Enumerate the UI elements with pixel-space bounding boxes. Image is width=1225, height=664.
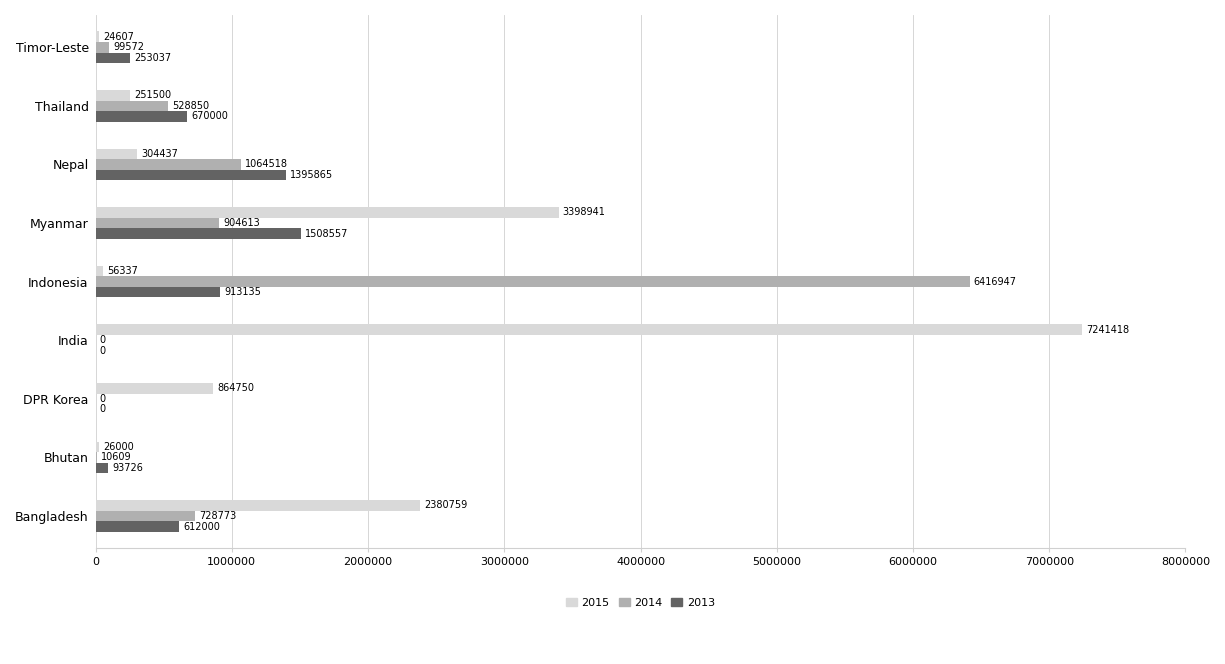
Text: 0: 0 (99, 335, 105, 345)
Text: 670000: 670000 (191, 112, 228, 122)
Text: 7241418: 7241418 (1087, 325, 1129, 335)
Text: 0: 0 (99, 404, 105, 414)
Bar (96, 276, 970, 287)
Bar (96, 287, 220, 297)
Bar (96, 111, 187, 122)
Text: 864750: 864750 (218, 383, 255, 393)
Text: 10609: 10609 (102, 452, 132, 462)
Bar (96, 511, 195, 521)
Bar (96, 521, 179, 532)
Text: 253037: 253037 (134, 52, 172, 63)
Text: 93726: 93726 (113, 463, 143, 473)
Text: 0: 0 (99, 346, 105, 356)
Bar (96, 159, 240, 170)
Bar (96, 100, 168, 111)
Bar (96, 31, 99, 42)
Bar (96, 383, 213, 394)
Text: 99572: 99572 (113, 42, 145, 52)
Text: 1064518: 1064518 (245, 159, 288, 169)
Text: 6416947: 6416947 (974, 277, 1017, 287)
Text: 0: 0 (99, 394, 105, 404)
Bar (96, 207, 559, 218)
Text: 913135: 913135 (224, 287, 261, 297)
Bar (96, 170, 285, 180)
Bar (96, 228, 301, 239)
Text: 612000: 612000 (183, 521, 220, 532)
Legend: 2015, 2014, 2013: 2015, 2014, 2013 (561, 593, 719, 612)
Text: 904613: 904613 (223, 218, 260, 228)
Text: 728773: 728773 (198, 511, 236, 521)
Bar (96, 452, 97, 463)
Text: 24607: 24607 (103, 32, 134, 42)
Bar (96, 325, 1082, 335)
Text: 251500: 251500 (134, 90, 172, 100)
Bar (96, 149, 137, 159)
Bar (96, 442, 99, 452)
Bar (96, 463, 108, 473)
Bar (96, 52, 130, 63)
Text: 528850: 528850 (172, 101, 208, 111)
Text: 304437: 304437 (141, 149, 178, 159)
Text: 1508557: 1508557 (305, 228, 349, 238)
Bar (96, 42, 109, 52)
Text: 3398941: 3398941 (562, 207, 605, 218)
Bar (96, 500, 420, 511)
Text: 2380759: 2380759 (424, 501, 467, 511)
Text: 1395865: 1395865 (290, 170, 333, 180)
Bar (96, 266, 103, 276)
Bar (96, 218, 219, 228)
Bar (96, 90, 130, 100)
Text: 56337: 56337 (108, 266, 138, 276)
Text: 26000: 26000 (103, 442, 134, 452)
